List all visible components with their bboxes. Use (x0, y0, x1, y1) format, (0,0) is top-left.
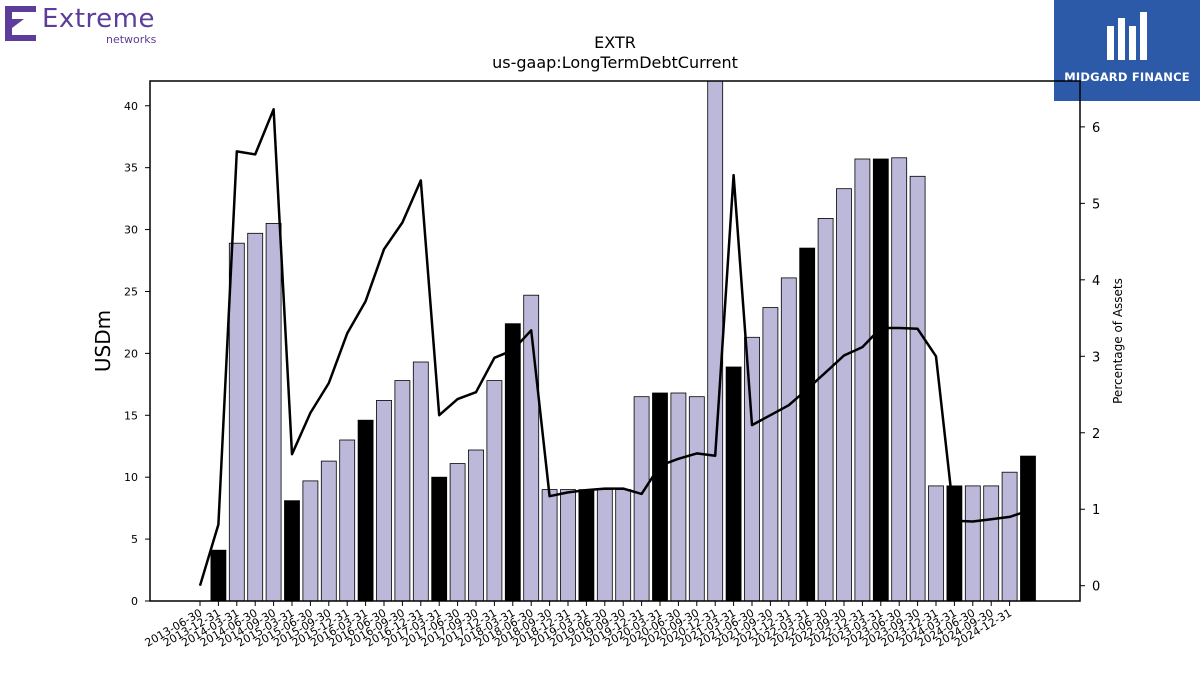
bar (394, 380, 411, 602)
y-tick-label: 40 (124, 100, 138, 113)
y2-axis-label: Percentage of Assets (1111, 278, 1125, 404)
bar (431, 476, 448, 602)
bar (357, 419, 374, 602)
bar (1020, 455, 1036, 602)
bar (339, 439, 356, 602)
bar (780, 277, 797, 602)
y-tick-label: 5 (131, 533, 138, 546)
bar (596, 489, 613, 602)
bar (891, 157, 908, 602)
bar (541, 489, 558, 602)
bar (762, 307, 779, 602)
midgard-logo-text: MIDGARD FINANCE (1064, 70, 1190, 84)
bar (1001, 471, 1018, 602)
bar (688, 396, 705, 602)
bar (247, 232, 264, 602)
bar (412, 361, 429, 602)
brand-subtitle: networks (106, 33, 157, 46)
bar (578, 489, 595, 602)
bar (836, 188, 852, 602)
bar (872, 158, 889, 602)
chart-subtitle: us-gaap:LongTermDebtCurrent (492, 53, 738, 72)
y2-tick-label: 0 (1092, 580, 1100, 595)
bar (799, 247, 816, 602)
midgard-logo-icon (1107, 12, 1147, 60)
percentage-line (198, 108, 1029, 587)
y-tick-label: 25 (124, 285, 138, 298)
bar (817, 217, 834, 602)
bar (449, 463, 466, 602)
y-axis-label: USDm (91, 310, 115, 372)
bar (504, 323, 521, 602)
y-tick-label: 35 (124, 162, 138, 175)
brand-name: Extreme (42, 4, 155, 34)
chart-title: EXTR (594, 33, 636, 52)
extreme-networks-logo (4, 4, 174, 48)
bar (615, 489, 632, 602)
bar (560, 489, 576, 602)
bar (210, 549, 227, 602)
bar (928, 485, 944, 602)
bar (376, 399, 392, 602)
y2-tick-label: 4 (1092, 274, 1100, 289)
bar (302, 480, 319, 602)
y2-tick-label: 6 (1092, 121, 1100, 136)
y-tick-label: 10 (124, 471, 138, 484)
y2-tick-label: 1 (1092, 503, 1100, 518)
midgard-finance-logo: MIDGARD FINANCE (1054, 0, 1200, 101)
bar (725, 366, 742, 602)
bar (228, 242, 245, 602)
bar (468, 449, 484, 602)
bar (486, 380, 503, 602)
bar (909, 175, 926, 602)
bar (854, 158, 871, 602)
bar (964, 485, 981, 602)
bar (946, 485, 963, 602)
bar (744, 336, 760, 602)
bar (707, 80, 724, 602)
bar (983, 485, 1000, 602)
bar (265, 222, 282, 602)
y-tick-label: 20 (124, 347, 138, 360)
y-tick-label: 0 (131, 595, 138, 608)
y-tick-label: 30 (124, 224, 138, 237)
y2-tick-label: 3 (1092, 350, 1100, 365)
bar (320, 460, 337, 602)
bar (670, 392, 687, 602)
bar (633, 396, 650, 602)
y2-tick-label: 2 (1092, 427, 1100, 442)
y-tick-label: 15 (124, 409, 138, 422)
y2-tick-label: 5 (1092, 197, 1100, 212)
bar (284, 500, 300, 602)
bar (652, 392, 668, 602)
plot-frame (149, 80, 1081, 602)
extreme-logo-icon (5, 6, 36, 41)
